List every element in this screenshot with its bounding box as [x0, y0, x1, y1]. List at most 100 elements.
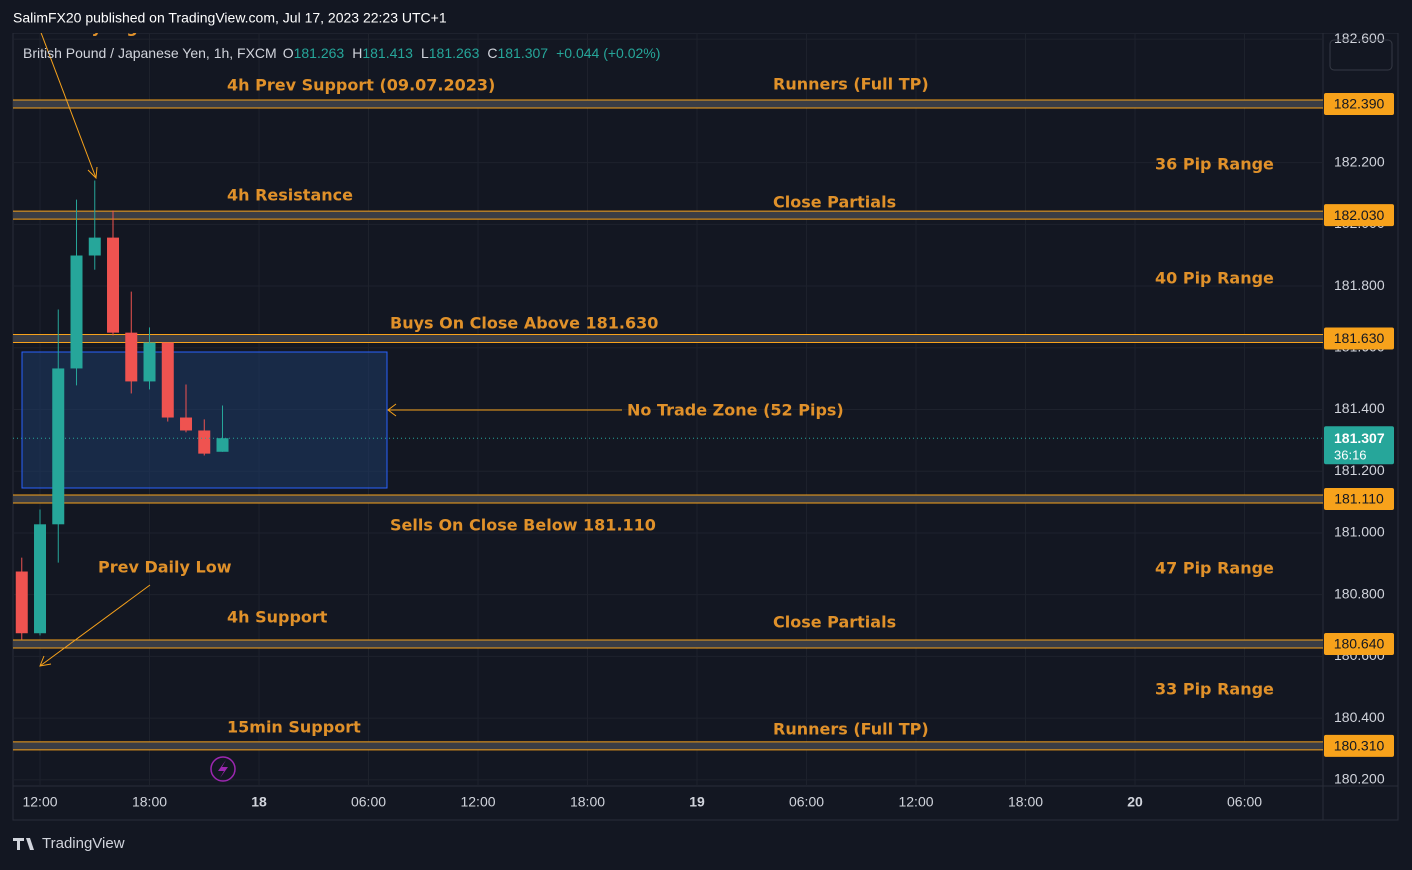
level-band — [13, 99, 1323, 108]
x-tick-label: 12:00 — [460, 794, 495, 810]
x-tick-label: 19 — [689, 794, 705, 810]
current-price-label: 181.307 — [1334, 430, 1385, 446]
annotation: Buys On Close Above 181.630 — [390, 314, 658, 333]
x-tick-label: 18:00 — [1008, 794, 1043, 810]
arrow-line — [39, 584, 151, 667]
x-tick-label: 12:00 — [898, 794, 933, 810]
annotations: 4h Prev Support (09.07.2023) Runners (Ful… — [10, 18, 1274, 739]
settings-box[interactable] — [1329, 39, 1393, 71]
publisher: SalimFX20 published on TradingView.com, … — [13, 10, 447, 26]
annotation: 36 Pip Range — [1155, 155, 1274, 174]
annotation: No Trade Zone (52 Pips) — [627, 401, 844, 420]
candle-body — [34, 524, 47, 634]
levels — [13, 99, 1323, 751]
x-tick-label: 18:00 — [570, 794, 605, 810]
annotation: 47 Pip Range — [1155, 559, 1274, 578]
header-bar — [0, 0, 1412, 33]
change: +0.044 (+0.02%) — [556, 45, 660, 61]
annotation: 4h Support — [227, 608, 328, 627]
ohlc-letter: L — [421, 45, 429, 61]
drawings — [21, 33, 622, 667]
level-band — [13, 640, 1323, 649]
candles — [13, 180, 1323, 640]
annotation: Prev Daily Low — [98, 558, 232, 577]
candle-body — [70, 255, 83, 369]
x-tick-label: 18:00 — [132, 794, 167, 810]
annotation: 33 Pip Range — [1155, 680, 1274, 699]
price-tag-label: 181.630 — [1334, 330, 1385, 346]
annotation: Sells On Close Below 181.110 — [390, 516, 656, 535]
annotation: Runners (Full TP) — [773, 75, 929, 94]
annotation: 4h Resistance — [227, 186, 353, 205]
ohlc-letter: C — [487, 45, 497, 61]
price-tag-label: 182.390 — [1334, 96, 1385, 112]
annotation: Close Partials — [773, 613, 896, 632]
candle-body — [161, 342, 174, 418]
countdown: 36:16 — [1334, 448, 1367, 463]
y-tick-label: 181.200 — [1334, 462, 1385, 478]
brand: TradingView — [42, 835, 125, 852]
axes: 180.200180.400180.600180.800181.000181.2… — [22, 30, 1394, 810]
arrow-head — [39, 655, 52, 667]
y-tick-label: 180.800 — [1334, 585, 1385, 601]
x-tick-label: 06:00 — [351, 794, 386, 810]
candle-body — [88, 237, 101, 256]
x-tick-label: 12:00 — [22, 794, 57, 810]
price-tag-label: 180.310 — [1334, 738, 1385, 754]
annotation: 4h Prev Support (09.07.2023) — [227, 76, 495, 95]
legend: British Pound / Japanese Yen, 1h, FXCM O1… — [23, 45, 660, 61]
candle-body — [216, 438, 229, 452]
price-tag-label: 181.110 — [1334, 491, 1384, 507]
candle-body — [198, 430, 211, 454]
price-tag — [1324, 204, 1394, 227]
annotation: Runners (Full TP) — [773, 720, 929, 739]
y-tick-label: 180.400 — [1334, 709, 1385, 725]
event-icon[interactable] — [210, 756, 236, 782]
y-tick-label: 180.200 — [1334, 771, 1385, 787]
y-tick-label: 182.600 — [1334, 30, 1385, 46]
level-band — [13, 211, 1323, 220]
y-tick-label: 181.000 — [1334, 524, 1385, 540]
price-tag-label: 180.640 — [1334, 636, 1385, 652]
candle-body — [52, 368, 65, 525]
no-trade-zone — [21, 351, 388, 489]
annotation: 40 Pip Range — [1155, 269, 1274, 288]
level-band — [13, 494, 1323, 503]
arrow-head — [87, 166, 98, 180]
candle-body — [143, 342, 156, 382]
price-tag — [1324, 327, 1394, 350]
ohlc-value: 181.307 — [497, 45, 548, 61]
level-band — [13, 334, 1323, 343]
x-tick-label: 20 — [1127, 794, 1143, 810]
annotation: 15min Support — [227, 718, 361, 737]
x-tick-label: 18 — [251, 794, 267, 810]
price-tag — [1324, 633, 1394, 656]
y-tick-label: 181.800 — [1334, 277, 1385, 293]
candle-body — [125, 332, 138, 382]
ohlc-letter: O — [283, 45, 294, 61]
arrow-line — [40, 33, 97, 179]
price-tag-label: 182.030 — [1334, 207, 1385, 223]
price-tag — [1324, 92, 1394, 115]
ohlc-value: 181.263 — [294, 45, 345, 61]
x-tick-label: 06:00 — [1227, 794, 1262, 810]
y-tick-label: 181.400 — [1334, 400, 1385, 416]
level-band — [13, 741, 1323, 750]
arrow-head — [387, 403, 397, 417]
ohlc-value: 181.413 — [362, 45, 413, 61]
y-tick-label: 182.200 — [1334, 153, 1385, 169]
candle-body — [15, 571, 28, 634]
ohlc-value: 181.263 — [429, 45, 480, 61]
ohlc-letter: H — [352, 45, 362, 61]
event-icon-bolt — [218, 760, 228, 778]
candle-body — [180, 417, 193, 431]
price-tag — [1324, 487, 1394, 510]
x-tick-label: 06:00 — [789, 794, 824, 810]
logo — [13, 838, 34, 850]
annotation: Prev Daily High — [10, 18, 149, 37]
annotation: Close Partials — [773, 193, 896, 212]
candle-body — [107, 237, 120, 333]
symbol: British Pound / Japanese Yen, 1h, FXCM — [23, 45, 277, 61]
current-price-tag — [1324, 426, 1394, 465]
